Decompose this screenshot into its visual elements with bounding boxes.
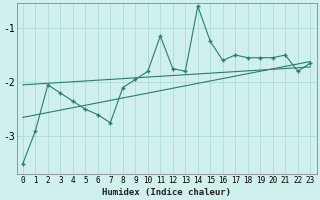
X-axis label: Humidex (Indice chaleur): Humidex (Indice chaleur) [102, 188, 231, 197]
